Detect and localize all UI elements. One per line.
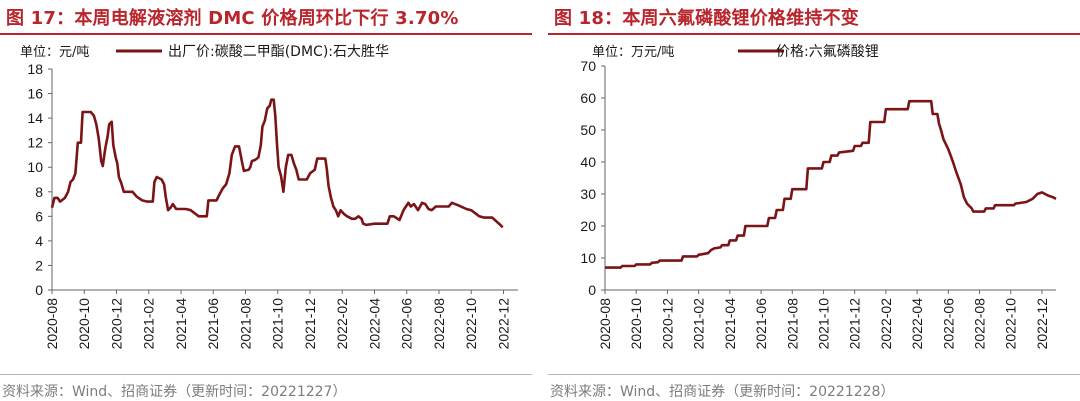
source-note: 资料来源：Wind、招商证券（更新时间：20221227） (2, 384, 347, 400)
y-tick-label: 20 (580, 218, 596, 234)
unit-label: 单位：万元/吨 (592, 45, 674, 60)
x-tick-label: 2022-12 (1034, 298, 1050, 350)
unit-label: 单位：元/吨 (20, 45, 89, 60)
x-tick-label: 2021-02 (141, 298, 157, 350)
x-tick-label: 2022-04 (366, 298, 382, 350)
x-tick-label: 2021-08 (237, 298, 253, 350)
x-tick-label: 2021-04 (173, 298, 189, 350)
figure-title: 图 17：本周电解液溶剂 DMC 价格周环比下行 3.70% (6, 8, 459, 29)
x-tick-label: 2020-12 (659, 298, 675, 350)
x-tick-label: 2021-08 (784, 298, 800, 350)
title-underline (0, 33, 532, 35)
x-tick-label: 2022-02 (878, 298, 894, 350)
dmc-price-chart: 单位：元/吨 出厂价:碳酸二甲酯(DMC):石大胜华 0 2 4 6 8 10 12 14 16 18… (20, 44, 518, 350)
source-divider (548, 374, 1080, 375)
title-underline (548, 33, 1080, 35)
x-tick-label: 2022-08 (972, 298, 988, 350)
y-tick-label: 0 (35, 282, 43, 298)
x-tick-label: 2022-02 (334, 298, 350, 350)
legend-label: 价格:六氟磷酸锂 (776, 44, 879, 60)
x-tick-label: 2022-08 (431, 298, 447, 350)
y-tick-label: 2 (35, 257, 43, 273)
y-tick-label: 8 (35, 184, 43, 200)
x-tick-label: 2021-10 (270, 298, 286, 350)
figure-17-panel: 图 17：本周电解液溶剂 DMC 价格周环比下行 3.70% 单位：元/吨 出厂价… (0, 0, 532, 401)
y-tick-label: 10 (580, 250, 596, 266)
x-tick-label: 2022-10 (1003, 298, 1019, 350)
figure-title: 图 18：本周六氟磷酸锂价格维持不变 (554, 8, 859, 29)
source-note: 资料来源：Wind、招商证券（更新时间：20221228） (550, 384, 895, 400)
y-tick-label: 10 (27, 159, 43, 175)
x-tick-label: 2020-10 (628, 298, 644, 350)
y-tick-label: 12 (27, 135, 43, 151)
y-tick-label: 40 (580, 154, 596, 170)
x-tick-label: 2020-08 (44, 298, 60, 350)
x-tick-label: 2021-10 (815, 298, 831, 350)
y-tick-label: 60 (580, 90, 596, 106)
x-tick-label: 2022-12 (495, 298, 511, 350)
x-tick-label: 2021-06 (753, 298, 769, 350)
y-tick-label: 70 (580, 58, 596, 74)
x-tick-label: 2021-12 (847, 298, 863, 350)
y-tick-label: 0 (588, 282, 596, 298)
series-line (605, 99, 1057, 269)
source-divider (0, 374, 532, 375)
y-tick-label: 4 (35, 233, 43, 249)
y-tick-label: 16 (27, 86, 43, 102)
series-line (50, 98, 504, 229)
x-tick-label: 2020-08 (597, 298, 613, 350)
y-tick-label: 6 (35, 208, 43, 224)
x-tick-label: 2022-06 (940, 298, 956, 350)
x-tick-label: 2022-06 (399, 298, 415, 350)
legend-label: 出厂价:碳酸二甲酯(DMC):石大胜华 (168, 44, 389, 60)
x-tick-label: 2021-02 (691, 298, 707, 350)
x-tick-label: 2022-04 (909, 298, 925, 350)
x-tick-label: 2020-12 (108, 298, 124, 350)
x-tick-label: 2021-04 (722, 298, 738, 350)
lipf6-price-chart: 单位：万元/吨 价格:六氟磷酸锂 0 10 20 30 40 50 60 70 2020-08 202… (580, 44, 1057, 350)
y-tick-label: 50 (580, 122, 596, 138)
y-tick-label: 14 (27, 110, 43, 126)
x-tick-label: 2020-10 (76, 298, 92, 350)
x-tick-label: 2022-10 (463, 298, 479, 350)
x-tick-label: 2021-06 (205, 298, 221, 350)
figure-18-panel: 图 18：本周六氟磷酸锂价格维持不变 单位：万元/吨 价格:六氟磷酸锂 0 10 20 3… (548, 0, 1080, 401)
y-tick-label: 18 (27, 61, 43, 77)
x-tick-label: 2021-12 (302, 298, 318, 350)
y-tick-label: 30 (580, 186, 596, 202)
